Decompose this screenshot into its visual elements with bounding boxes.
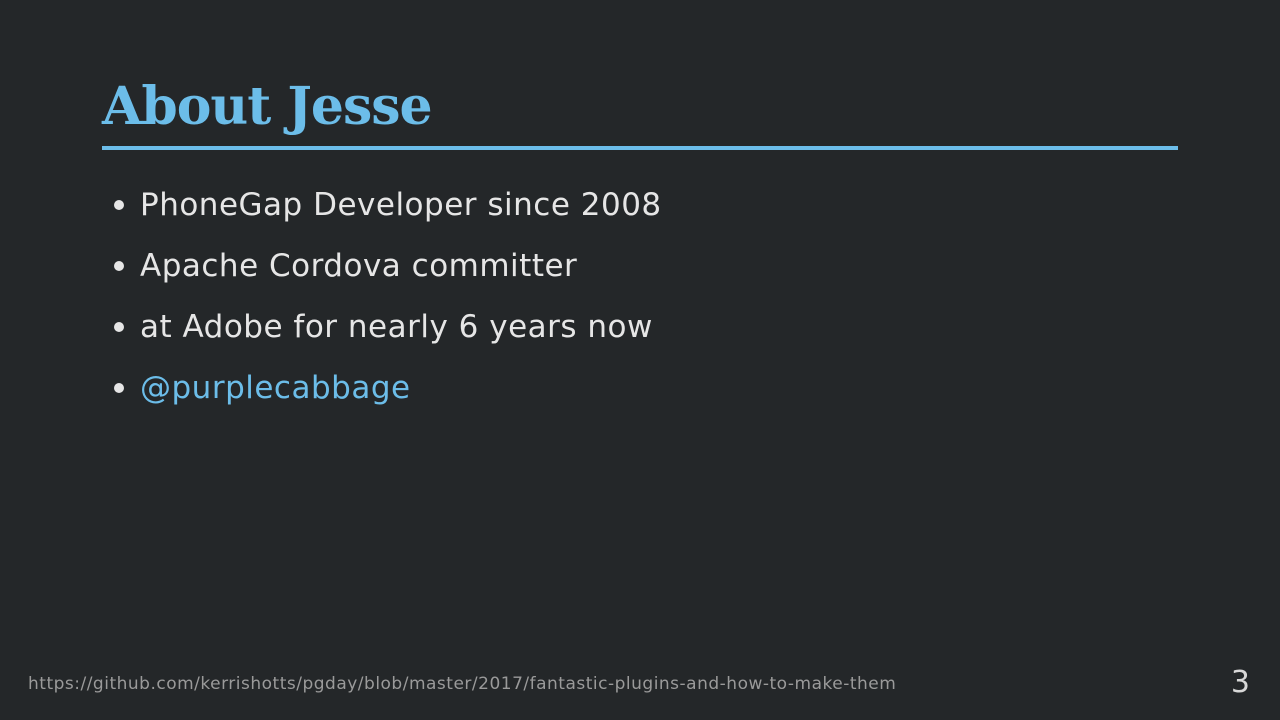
bullet-item: Apache Cordova committer xyxy=(114,235,662,296)
bullet-text: PhoneGap Developer since 2008 xyxy=(140,186,662,223)
slide-number: 3 xyxy=(1230,665,1250,700)
title-underline xyxy=(102,146,1178,150)
bullet-dot-icon xyxy=(114,199,124,210)
bullet-dot-icon xyxy=(114,260,124,271)
bullet-item: @purplecabbage xyxy=(114,357,662,418)
bullet-item: PhoneGap Developer since 2008 xyxy=(114,174,662,235)
twitter-handle-link[interactable]: @purplecabbage xyxy=(140,369,411,406)
slide-title: About Jesse xyxy=(102,76,433,137)
bullet-list: PhoneGap Developer since 2008 Apache Cor… xyxy=(114,174,662,418)
bullet-text: Apache Cordova committer xyxy=(140,247,578,284)
footer-url: https://github.com/kerrishotts/pgday/blo… xyxy=(28,674,897,694)
bullet-dot-icon xyxy=(114,382,124,393)
bullet-item: at Adobe for nearly 6 years now xyxy=(114,296,662,357)
bullet-text: at Adobe for nearly 6 years now xyxy=(140,308,653,345)
bullet-dot-icon xyxy=(114,321,124,332)
